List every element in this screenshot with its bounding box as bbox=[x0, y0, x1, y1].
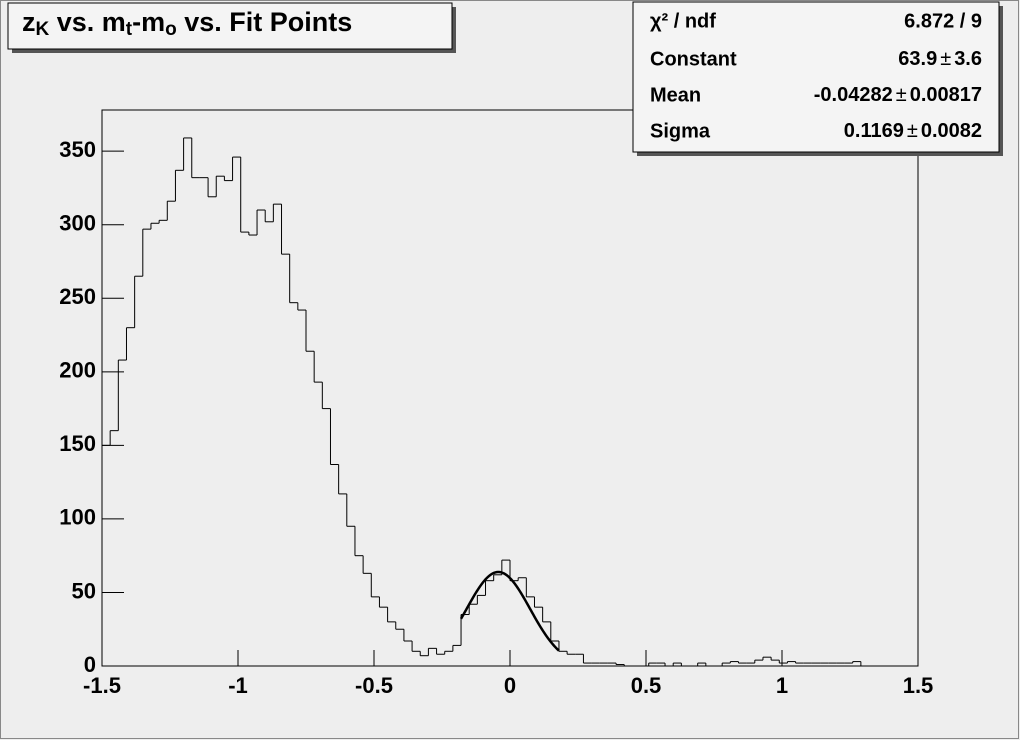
y-tick-label: 0 bbox=[84, 652, 96, 677]
title-part: -m bbox=[132, 7, 165, 37]
stats-value: 0.1169 ±0.0082 bbox=[844, 120, 982, 142]
y-tick-label: 350 bbox=[59, 137, 96, 162]
param-error: 3.6 bbox=[954, 48, 982, 70]
param-value: 0.1169 bbox=[844, 120, 904, 142]
stats-value: -0.04282 ±0.00817 bbox=[814, 84, 982, 106]
stats-label: χ² / ndf bbox=[650, 10, 716, 32]
param-value: 63.9 bbox=[898, 48, 937, 70]
y-tick-label: 250 bbox=[59, 284, 96, 309]
title-part: vs. m bbox=[49, 7, 126, 37]
x-tick-label: -0.5 bbox=[355, 673, 393, 698]
x-tick-label: 0.5 bbox=[631, 673, 662, 698]
stats-label: Sigma bbox=[650, 120, 711, 142]
stats-value: 63.9 ±3.6 bbox=[898, 48, 982, 70]
title-box bbox=[7, 2, 453, 50]
stats-label: Constant bbox=[650, 48, 737, 70]
chart-title: zK vs. mt-mo vs. Fit Points bbox=[22, 7, 352, 40]
fit-curve bbox=[459, 570, 560, 652]
y-tick-label: 50 bbox=[72, 578, 96, 603]
param-error: 0.0082 bbox=[921, 120, 982, 142]
title-subscript: o bbox=[165, 19, 177, 40]
plus-minus: ± bbox=[896, 84, 907, 106]
x-tick-label: 0 bbox=[504, 673, 516, 698]
param-error: 0.00817 bbox=[910, 84, 982, 106]
frame bbox=[101, 109, 919, 667]
param-value: -0.04282 bbox=[814, 84, 893, 106]
x-tick-label: 1.5 bbox=[903, 673, 934, 698]
x-tick-label: -1 bbox=[228, 673, 248, 698]
title-part: vs. Fit Points bbox=[177, 7, 353, 37]
y-tick-label: 300 bbox=[59, 211, 96, 236]
title-subscript: K bbox=[36, 19, 50, 40]
plus-minus: ± bbox=[940, 48, 951, 70]
x-tick-label: -1.5 bbox=[83, 673, 121, 698]
y-tick-label: 200 bbox=[59, 358, 96, 383]
plus-minus: ± bbox=[907, 120, 918, 142]
stats-box bbox=[632, 1, 1000, 153]
y-tick-label: 150 bbox=[59, 431, 96, 456]
stats-label: Mean bbox=[650, 84, 701, 106]
title-subscript: t bbox=[126, 19, 133, 40]
stats-value: 6.872 / 9 bbox=[904, 10, 982, 32]
plot-area: 0 50 100 150 200 250 300 350 -1.5 -1 -0.5 0 0.5 1 1.5 bbox=[59, 137, 933, 698]
y-tick-label: 100 bbox=[59, 505, 96, 530]
x-tick-label: 1 bbox=[776, 673, 788, 698]
title-part: z bbox=[22, 7, 36, 37]
